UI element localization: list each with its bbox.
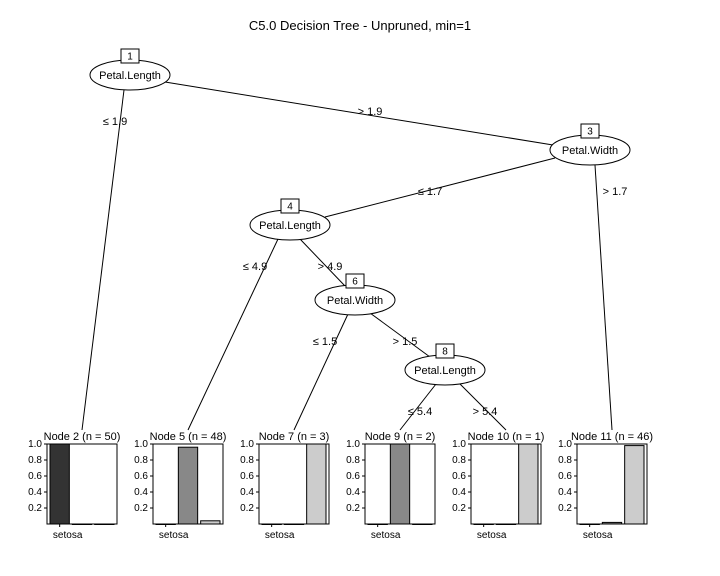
x-label: setosa xyxy=(371,530,401,541)
leaf-bar xyxy=(50,444,69,524)
leaf-bar xyxy=(519,444,538,524)
tree-canvas: C5.0 Decision Tree - Unpruned, min=1 ≤ 1… xyxy=(0,0,720,576)
leaf-title: Node 7 (n = 3) xyxy=(259,431,330,443)
y-tick-label: 0.4 xyxy=(134,487,148,498)
y-tick-label: 0.4 xyxy=(452,487,466,498)
x-label: setosa xyxy=(159,530,189,541)
x-label: setosa xyxy=(477,530,507,541)
node-label: Petal.Width xyxy=(562,145,618,157)
node-id: 8 xyxy=(442,347,448,358)
node-label: Petal.Length xyxy=(99,70,161,82)
leaf-title: Node 2 (n = 50) xyxy=(44,431,121,443)
leaf-bar xyxy=(201,521,220,524)
y-tick-label: 0.8 xyxy=(134,455,148,466)
y-tick-label: 0.6 xyxy=(346,471,360,482)
y-tick-label: 1.0 xyxy=(346,439,360,450)
y-tick-label: 0.8 xyxy=(346,455,360,466)
edge-label: ≤ 4.9 xyxy=(243,261,267,273)
x-label: setosa xyxy=(265,530,295,541)
y-tick-label: 0.2 xyxy=(134,503,148,514)
x-label: setosa xyxy=(53,530,83,541)
node-label: Petal.Width xyxy=(327,295,383,307)
y-tick-label: 0.2 xyxy=(346,503,360,514)
y-tick-label: 0.6 xyxy=(134,471,148,482)
edge xyxy=(595,165,612,430)
node-id: 6 xyxy=(352,277,358,288)
leaf-title: Node 9 (n = 2) xyxy=(365,431,436,443)
node-label: Petal.Length xyxy=(414,365,476,377)
edge-label: > 1.7 xyxy=(603,186,628,198)
tree-svg: ≤ 1.9 > 1.9 ≤ 1.7 > 1.7 ≤ 4.9 > 4.9 ≤ 1.5 > 1.5… xyxy=(0,0,720,576)
y-tick-label: 0.4 xyxy=(346,487,360,498)
edge-label: > 1.5 xyxy=(393,336,418,348)
leaf-title: Node 5 (n = 48) xyxy=(150,431,227,443)
y-tick-label: 0.8 xyxy=(558,455,572,466)
y-tick-label: 0.2 xyxy=(240,503,254,514)
leaf-title: Node 11 (n = 46) xyxy=(571,431,653,443)
leaf-bar xyxy=(178,447,197,524)
node-id: 1 xyxy=(127,52,133,63)
leaf-bar xyxy=(307,444,326,524)
leaf-bar xyxy=(496,524,515,525)
leaf-bar xyxy=(625,446,644,524)
y-tick-label: 1.0 xyxy=(134,439,148,450)
edge-label: > 4.9 xyxy=(318,261,343,273)
leaf-bar xyxy=(284,524,303,525)
edge xyxy=(82,90,124,430)
y-tick-label: 1.0 xyxy=(28,439,42,450)
edge-label: > 5.4 xyxy=(473,406,498,418)
y-tick-label: 0.6 xyxy=(28,471,42,482)
y-tick-label: 0.6 xyxy=(452,471,466,482)
leaf-bar xyxy=(72,524,91,525)
leaf-title: Node 10 (n = 1) xyxy=(468,431,545,443)
node-id: 4 xyxy=(287,202,293,213)
y-tick-label: 0.8 xyxy=(28,455,42,466)
node-id: 3 xyxy=(587,127,593,138)
y-tick-label: 0.2 xyxy=(452,503,466,514)
edge-label: ≤ 1.7 xyxy=(418,186,442,198)
y-tick-label: 0.4 xyxy=(28,487,42,498)
edge xyxy=(294,314,348,430)
y-tick-label: 1.0 xyxy=(452,439,466,450)
y-tick-label: 0.2 xyxy=(558,503,572,514)
x-label: setosa xyxy=(583,530,613,541)
edge-label: ≤ 1.9 xyxy=(103,116,127,128)
edge xyxy=(370,313,430,357)
edge-label: ≤ 5.4 xyxy=(408,406,432,418)
y-tick-label: 1.0 xyxy=(558,439,572,450)
y-tick-label: 0.6 xyxy=(240,471,254,482)
leaf-bar xyxy=(413,524,432,525)
y-tick-label: 0.4 xyxy=(240,487,254,498)
edge-label: ≤ 1.5 xyxy=(313,336,337,348)
y-tick-label: 0.8 xyxy=(240,455,254,466)
leaf-bar xyxy=(95,524,114,525)
y-tick-label: 0.2 xyxy=(28,503,42,514)
y-tick-label: 0.4 xyxy=(558,487,572,498)
y-tick-label: 1.0 xyxy=(240,439,254,450)
node-label: Petal.Length xyxy=(259,220,321,232)
edge-label: > 1.9 xyxy=(358,106,383,118)
leaf-bar xyxy=(390,444,409,524)
y-tick-label: 0.6 xyxy=(558,471,572,482)
leaf-bar xyxy=(602,522,621,524)
y-tick-label: 0.8 xyxy=(452,455,466,466)
